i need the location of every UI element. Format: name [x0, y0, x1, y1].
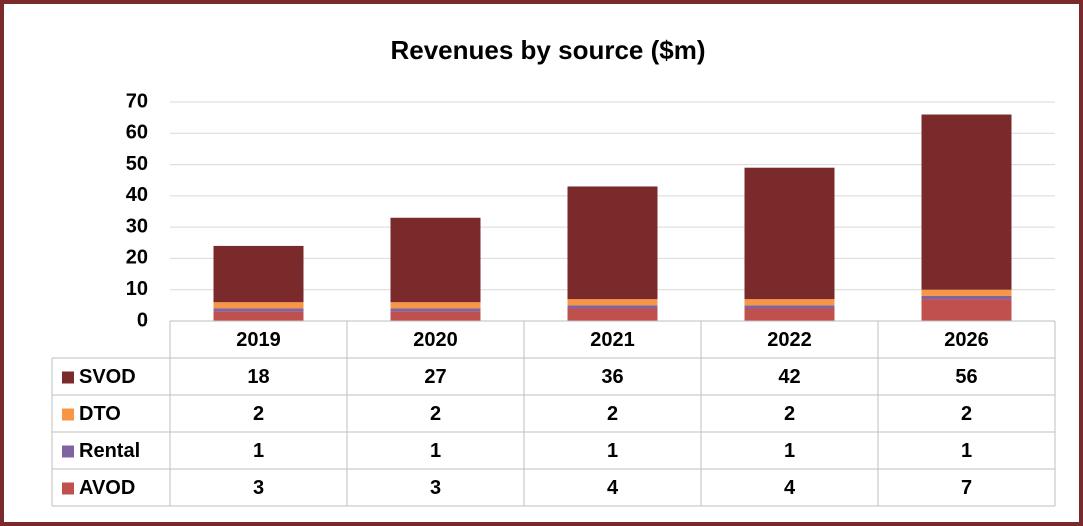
- table-value: 3: [430, 477, 441, 499]
- bar-segment: [213, 311, 304, 321]
- y-tick-label: 10: [126, 278, 148, 300]
- bar-segment: [213, 308, 304, 312]
- table-value: 4: [607, 477, 619, 499]
- x-tick-label: 2020: [413, 329, 458, 351]
- bar-segment: [744, 167, 835, 300]
- bar-segment: [744, 308, 835, 321]
- bar-segment: [390, 302, 481, 309]
- legend-key: [62, 482, 74, 495]
- table-value: 1: [784, 440, 795, 462]
- y-tick-label: 30: [126, 215, 148, 237]
- table-value: 2: [784, 403, 795, 425]
- bar-segment: [567, 186, 658, 300]
- table-value: 42: [778, 366, 800, 388]
- legend-label: Rental: [79, 440, 140, 462]
- legend-label: SVOD: [79, 366, 136, 388]
- table-value: 27: [424, 366, 446, 388]
- x-tick-label: 2021: [590, 329, 635, 351]
- legend-key: [62, 445, 74, 458]
- bar-segment: [567, 308, 658, 321]
- table-value: 56: [955, 366, 977, 388]
- x-tick-label: 2019: [236, 329, 281, 351]
- bar-segment: [213, 245, 304, 303]
- legend-key: [62, 371, 74, 384]
- bar-segment: [390, 311, 481, 321]
- y-tick-label: 70: [126, 90, 148, 112]
- bar-segment: [744, 299, 835, 306]
- y-tick-label: 40: [126, 184, 148, 206]
- legend-label: DTO: [79, 403, 121, 425]
- table-value: 4: [784, 477, 796, 499]
- y-tick-label: 50: [126, 153, 148, 175]
- table-value: 2: [253, 403, 264, 425]
- bar-segment: [921, 289, 1012, 296]
- table-value: 3: [253, 477, 264, 499]
- table-value: 36: [601, 366, 623, 388]
- bar-segment: [567, 299, 658, 306]
- table-value: 1: [430, 440, 441, 462]
- x-tick-label: 2022: [767, 329, 812, 351]
- table-value: 7: [961, 477, 972, 499]
- bar-segment: [390, 217, 481, 303]
- table-value: 2: [961, 403, 972, 425]
- table-value: 1: [607, 440, 618, 462]
- y-tick-label: 0: [137, 309, 148, 331]
- legend-key: [62, 408, 74, 421]
- chart-title: Revenues by source ($m): [390, 35, 705, 65]
- bar-segment: [744, 305, 835, 309]
- bar-segment: [921, 114, 1012, 290]
- y-tick-label: 60: [126, 122, 148, 144]
- legend-label: AVOD: [79, 477, 135, 499]
- table-value: 1: [253, 440, 264, 462]
- bar-segment: [213, 302, 304, 309]
- x-tick-label: 2026: [944, 329, 989, 351]
- bar-segment: [390, 308, 481, 312]
- table-value: 2: [430, 403, 441, 425]
- bar-segment: [921, 295, 1012, 300]
- bar-segment: [921, 299, 1012, 321]
- table-value: 2: [607, 403, 618, 425]
- table-value: 18: [247, 366, 269, 388]
- table-value: 1: [961, 440, 972, 462]
- y-tick-label: 20: [126, 247, 148, 269]
- bar-segment: [567, 305, 658, 309]
